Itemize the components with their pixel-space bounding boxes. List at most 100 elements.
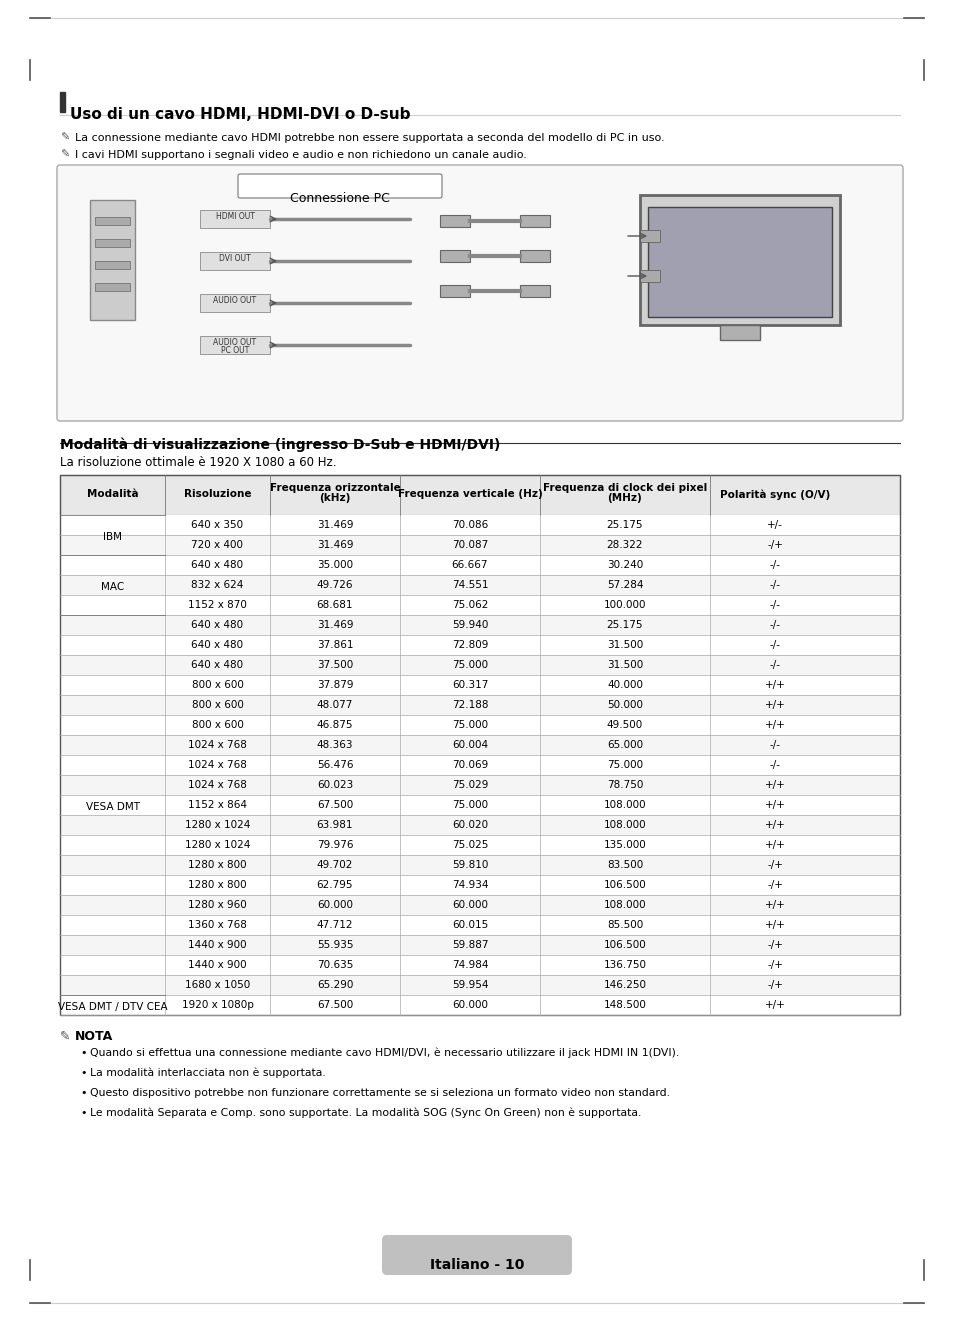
Text: 57.284: 57.284 bbox=[606, 580, 642, 590]
Bar bbox=[60, 476, 899, 515]
Text: ✎: ✎ bbox=[60, 1030, 71, 1044]
Text: Quando si effettua una connessione mediante cavo HDMI/DVI, è necessario utilizza: Quando si effettua una connessione media… bbox=[90, 1048, 679, 1058]
Text: -/-: -/- bbox=[769, 560, 780, 569]
Text: 65.000: 65.000 bbox=[606, 740, 642, 750]
Text: Italiano - 10: Italiano - 10 bbox=[430, 1258, 523, 1272]
Text: +/+: +/+ bbox=[763, 919, 784, 930]
Text: 108.000: 108.000 bbox=[603, 900, 645, 910]
Text: 48.363: 48.363 bbox=[316, 740, 353, 750]
Text: 78.750: 78.750 bbox=[606, 779, 642, 790]
Text: 60.000: 60.000 bbox=[452, 1000, 488, 1011]
Bar bbox=[60, 935, 899, 955]
Text: -/+: -/+ bbox=[766, 941, 782, 950]
Text: 85.500: 85.500 bbox=[606, 919, 642, 930]
Text: 1360 x 768: 1360 x 768 bbox=[188, 919, 247, 930]
Text: 48.077: 48.077 bbox=[316, 700, 353, 709]
Text: 66.667: 66.667 bbox=[452, 560, 488, 569]
Text: Polarità sync (O/V): Polarità sync (O/V) bbox=[720, 489, 829, 499]
Text: VESA DMT: VESA DMT bbox=[86, 802, 139, 812]
Text: ✎: ✎ bbox=[60, 133, 70, 143]
Text: -/-: -/- bbox=[769, 760, 780, 770]
Text: 37.879: 37.879 bbox=[316, 680, 353, 690]
Text: 75.000: 75.000 bbox=[606, 760, 642, 770]
Bar bbox=[519, 215, 550, 227]
Text: Risoluzione: Risoluzione bbox=[184, 489, 251, 499]
Text: +/+: +/+ bbox=[763, 840, 784, 849]
Text: Frequenza verticale (Hz): Frequenza verticale (Hz) bbox=[397, 489, 542, 499]
Bar bbox=[60, 975, 899, 995]
Text: 1024 x 768: 1024 x 768 bbox=[188, 760, 247, 770]
Text: +/+: +/+ bbox=[763, 779, 784, 790]
Text: 55.935: 55.935 bbox=[316, 941, 353, 950]
Text: -/-: -/- bbox=[769, 620, 780, 630]
Text: Frequenza orizzontale: Frequenza orizzontale bbox=[270, 483, 400, 493]
Text: +/+: +/+ bbox=[763, 900, 784, 910]
Bar bbox=[60, 815, 899, 835]
Text: -/-: -/- bbox=[769, 580, 780, 590]
Text: 1440 x 900: 1440 x 900 bbox=[188, 960, 247, 970]
Text: -/+: -/+ bbox=[766, 960, 782, 970]
Text: 800 x 600: 800 x 600 bbox=[192, 680, 243, 690]
Bar bbox=[95, 262, 130, 269]
Text: •: • bbox=[80, 1089, 87, 1098]
Text: 1440 x 900: 1440 x 900 bbox=[188, 941, 247, 950]
Text: 31.500: 31.500 bbox=[606, 660, 642, 670]
Text: 83.500: 83.500 bbox=[606, 860, 642, 871]
Text: 37.500: 37.500 bbox=[316, 660, 353, 670]
Text: 70.635: 70.635 bbox=[316, 960, 353, 970]
Text: +/+: +/+ bbox=[763, 1000, 784, 1011]
Bar bbox=[60, 655, 899, 675]
Bar bbox=[95, 239, 130, 247]
Text: 67.500: 67.500 bbox=[316, 801, 353, 810]
Text: 146.250: 146.250 bbox=[603, 980, 646, 989]
Text: 75.062: 75.062 bbox=[452, 600, 488, 610]
Bar bbox=[60, 775, 899, 795]
Bar bbox=[60, 795, 899, 815]
Bar bbox=[439, 285, 470, 297]
Text: I cavi HDMI supportano i segnali video e audio e non richiedono un canale audio.: I cavi HDMI supportano i segnali video e… bbox=[75, 151, 526, 160]
Text: 108.000: 108.000 bbox=[603, 820, 645, 830]
Text: 35.000: 35.000 bbox=[316, 560, 353, 569]
Text: -/-: -/- bbox=[769, 600, 780, 610]
Text: 68.681: 68.681 bbox=[316, 600, 353, 610]
Bar bbox=[200, 336, 270, 354]
Bar bbox=[60, 896, 899, 915]
Text: 59.887: 59.887 bbox=[452, 941, 488, 950]
Text: 56.476: 56.476 bbox=[316, 760, 353, 770]
Text: 640 x 480: 640 x 480 bbox=[192, 560, 243, 569]
FancyBboxPatch shape bbox=[381, 1235, 572, 1275]
Bar bbox=[60, 695, 899, 715]
Bar bbox=[60, 594, 899, 616]
Bar bbox=[60, 756, 899, 775]
Text: 136.750: 136.750 bbox=[603, 960, 646, 970]
Text: 1280 x 800: 1280 x 800 bbox=[188, 860, 247, 871]
Text: 74.984: 74.984 bbox=[452, 960, 488, 970]
Text: 63.981: 63.981 bbox=[316, 820, 353, 830]
Bar bbox=[60, 476, 899, 1015]
Bar bbox=[639, 269, 659, 281]
Text: -/-: -/- bbox=[769, 660, 780, 670]
Text: 135.000: 135.000 bbox=[603, 840, 646, 849]
Text: NOTA: NOTA bbox=[75, 1030, 113, 1044]
Text: 49.726: 49.726 bbox=[316, 580, 353, 590]
Bar bbox=[60, 734, 899, 756]
Text: 1280 x 800: 1280 x 800 bbox=[188, 880, 247, 890]
Text: 640 x 350: 640 x 350 bbox=[192, 520, 243, 530]
Text: 75.000: 75.000 bbox=[452, 801, 488, 810]
Bar bbox=[60, 995, 899, 1015]
Text: 1280 x 960: 1280 x 960 bbox=[188, 900, 247, 910]
Text: PC OUT: PC OUT bbox=[221, 346, 249, 355]
Text: 640 x 480: 640 x 480 bbox=[192, 660, 243, 670]
Bar bbox=[95, 283, 130, 291]
Text: 25.175: 25.175 bbox=[606, 520, 642, 530]
Bar bbox=[60, 915, 899, 935]
Text: 47.712: 47.712 bbox=[316, 919, 353, 930]
Text: 70.086: 70.086 bbox=[452, 520, 488, 530]
Text: 106.500: 106.500 bbox=[603, 941, 646, 950]
Text: -/+: -/+ bbox=[766, 880, 782, 890]
Bar bbox=[60, 675, 899, 695]
Text: •: • bbox=[80, 1108, 87, 1118]
Bar bbox=[519, 250, 550, 262]
Text: +/-: +/- bbox=[766, 520, 782, 530]
Text: AUDIO OUT: AUDIO OUT bbox=[213, 338, 256, 347]
